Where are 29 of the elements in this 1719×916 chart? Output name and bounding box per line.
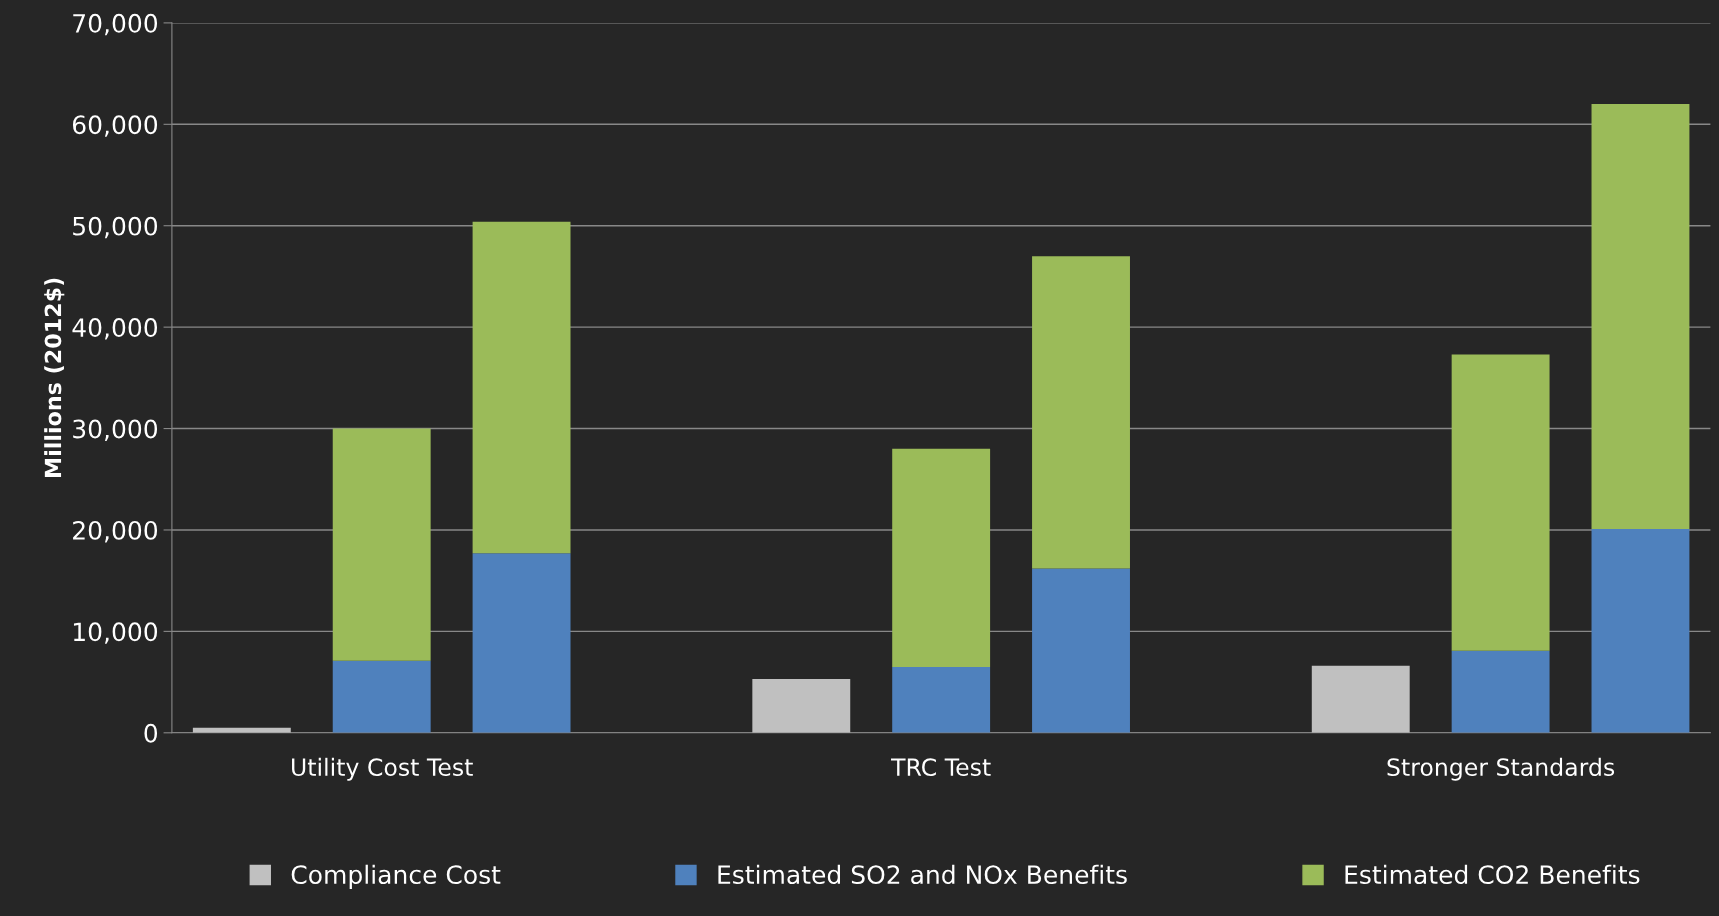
bar (1591, 104, 1690, 529)
legend-label: Estimated SO2 and NOx Benefits (718, 864, 1127, 885)
y-tick-label: 70,000 (73, 13, 158, 36)
bar (472, 221, 571, 554)
x-tick-label: Utility Cost Test (292, 757, 473, 781)
bar (1451, 650, 1550, 733)
bar (752, 679, 851, 733)
y-tick-label: 60,000 (72, 115, 158, 137)
bar (1451, 354, 1550, 651)
bar (1032, 568, 1130, 733)
y-tick-label: 10,000 (73, 622, 158, 644)
bar (332, 428, 431, 661)
x-tick-label: TRC Test (891, 758, 991, 777)
legend-label: Estimated CO2 Benefits (1345, 864, 1640, 885)
bar (1311, 665, 1410, 733)
y-axis-title: Millions (2012$) (44, 278, 65, 477)
y-tick-label: 50,000 (73, 216, 158, 239)
bar (1591, 528, 1690, 733)
y-tick-label: 20,000 (73, 520, 158, 543)
legend-label: Compliance Cost (291, 864, 501, 889)
bar (892, 666, 991, 733)
bar (472, 553, 571, 733)
x-tick-label: Stronger Standards (1387, 757, 1615, 781)
bar (1032, 256, 1130, 569)
bar (332, 660, 431, 733)
y-tick-label: 30,000 (73, 419, 158, 441)
bar (892, 448, 991, 667)
y-tick-label: 40,000 (72, 318, 158, 340)
y-tick-label: 0 (144, 723, 158, 743)
